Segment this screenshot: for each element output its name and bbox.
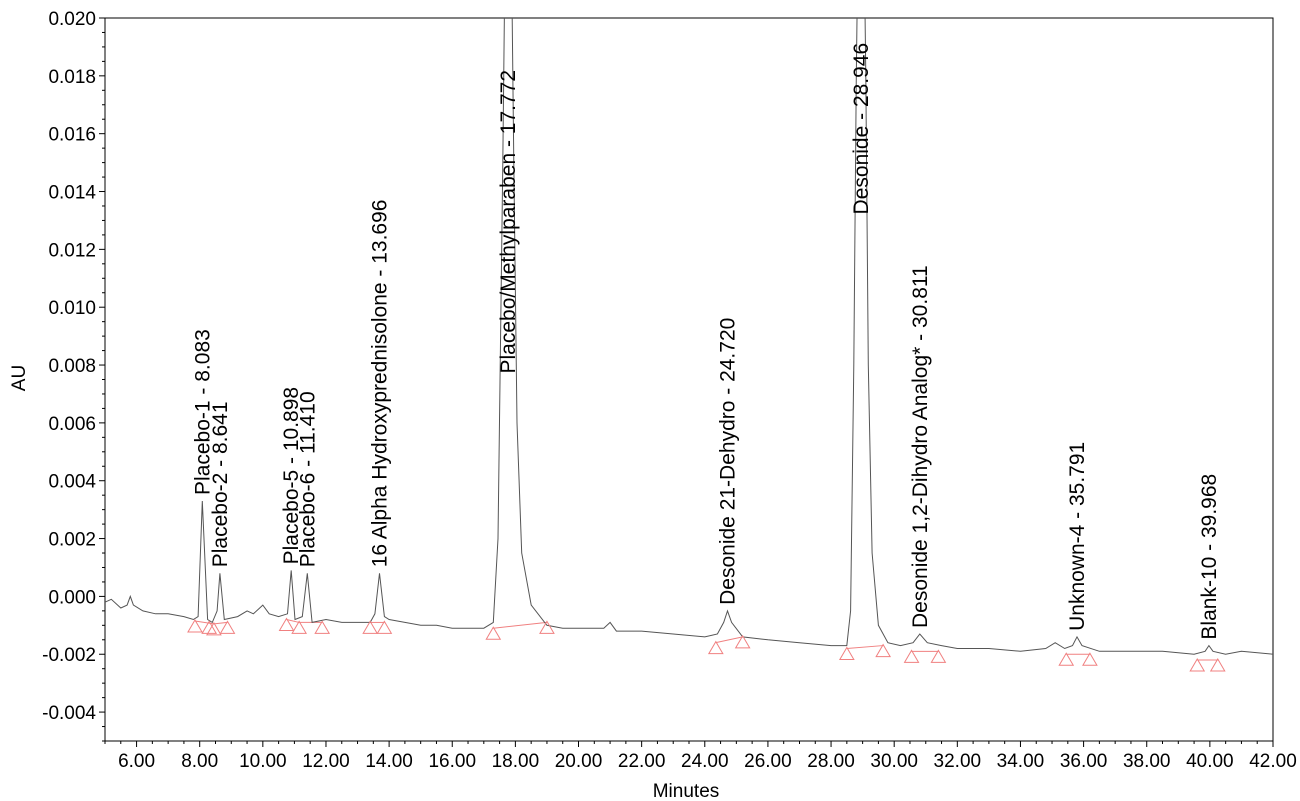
- y-tick-label: 0.020: [48, 9, 96, 30]
- y-tick-label: 0.002: [48, 530, 96, 551]
- baseline-marker: [206, 621, 222, 636]
- integration-baseline: [286, 619, 300, 623]
- peak-label: 16 Alpha Hydroxyprednisolone - 13.696: [369, 200, 392, 568]
- baseline-marker: [903, 649, 920, 663]
- baseline-marker: [376, 620, 393, 634]
- baseline-marker: [838, 646, 855, 660]
- integration-baseline: [493, 621, 547, 629]
- plot-area: [105, 18, 1273, 672]
- x-tick-label: 12.00: [302, 751, 350, 772]
- x-axis-title: Minutes: [653, 781, 720, 801]
- y-tick-label: 0.018: [48, 67, 96, 88]
- baseline-marker: [930, 649, 947, 663]
- x-tick-label: 14.00: [365, 751, 413, 772]
- x-tick-label: 24.00: [681, 751, 729, 772]
- y-tick-label: 0.004: [48, 472, 96, 493]
- peak-label: Desonide 21-Dehydro - 24.720: [717, 318, 740, 605]
- baseline-marker: [362, 620, 379, 634]
- baseline-marker: [1189, 658, 1206, 672]
- baseline-marker: [1082, 652, 1098, 666]
- x-tick-label: 30.00: [870, 751, 918, 772]
- x-tick-label: 42.00: [1249, 751, 1297, 772]
- baseline-marker: [1058, 652, 1075, 666]
- x-tick-label: 26.00: [744, 751, 792, 772]
- baseline-marker: [539, 620, 555, 634]
- x-tick-label: 34.00: [997, 751, 1045, 772]
- baseline-marker: [278, 617, 295, 632]
- integration-baseline: [213, 621, 228, 625]
- y-axis: 0.020 0.018 0.016 0.014 0.012 0.010 0.008 0.006…: [42, 9, 105, 742]
- chromatogram-trace: [105, 18, 1273, 655]
- peak-label: Blank-10 - 39.968: [1198, 474, 1221, 640]
- x-tick-label: 10.00: [239, 751, 287, 772]
- x-tick-label: 40.00: [1186, 751, 1234, 772]
- peak-label: Placebo-2 - 8.641: [209, 401, 232, 567]
- baseline-marker: [707, 640, 724, 655]
- x-tick-label: 18.00: [492, 751, 540, 772]
- baseline-marker: [875, 643, 892, 658]
- y-tick-label: 0.016: [48, 125, 96, 146]
- baseline-marker: [485, 626, 502, 640]
- x-tick-label: 20.00: [555, 751, 603, 772]
- y-tick-label: 0.000: [48, 587, 96, 608]
- x-tick-label: 36.00: [1060, 751, 1108, 772]
- peak-label: Desonide 1,2-Dihydro Analog* - 30.811: [909, 265, 932, 628]
- x-tick-label: 16.00: [428, 751, 476, 772]
- baseline-marker: [734, 634, 751, 649]
- x-tick-label: 28.00: [807, 751, 855, 772]
- baseline-marker: [291, 620, 308, 634]
- baseline-marker: [1209, 658, 1226, 672]
- x-axis: 6.00 8.00 10.00 12.00 14.00 16.00 18.00 20.00 22…: [104, 741, 1297, 772]
- baseline-group: [194, 619, 1218, 661]
- baseline-marker: [314, 620, 331, 634]
- x-tick-label: 38.00: [1123, 751, 1171, 772]
- x-tick-label: 6.00: [118, 751, 155, 772]
- peak-label: Desonide - 28.946: [850, 43, 873, 215]
- x-tick-label: 22.00: [618, 751, 666, 772]
- baseline-marker: [201, 620, 218, 634]
- y-tick-label: 0.014: [48, 183, 96, 204]
- y-tick-label: 0.006: [48, 414, 96, 435]
- y-tick-label: 0.010: [48, 298, 96, 319]
- plot-frame: [104, 17, 1274, 742]
- x-tick-label: 8.00: [181, 751, 218, 772]
- y-tick-label: 0.012: [48, 240, 96, 261]
- peak-label: Unknown-4 - 35.791: [1066, 442, 1089, 631]
- baseline-marker-group: [187, 617, 1226, 672]
- x-tick-label: 32.00: [934, 751, 982, 772]
- peak-label: Placebo/Methylparaben - 17.772: [497, 70, 520, 374]
- y-axis-title: AU: [9, 365, 30, 391]
- peak-label: Placebo-1 - 8.083: [191, 329, 214, 495]
- y-tick-label: 0.008: [48, 356, 96, 377]
- peak-label: Placebo-6 - 11.410: [296, 391, 319, 567]
- y-tick-label: -0.004: [42, 703, 96, 724]
- baseline-marker: [187, 618, 203, 633]
- peak-label: Placebo-5 - 10.898: [280, 387, 303, 564]
- baseline-marker: [219, 620, 236, 634]
- integration-baseline: [715, 636, 743, 644]
- integration-baseline: [846, 645, 884, 649]
- y-tick-label: -0.002: [42, 645, 96, 666]
